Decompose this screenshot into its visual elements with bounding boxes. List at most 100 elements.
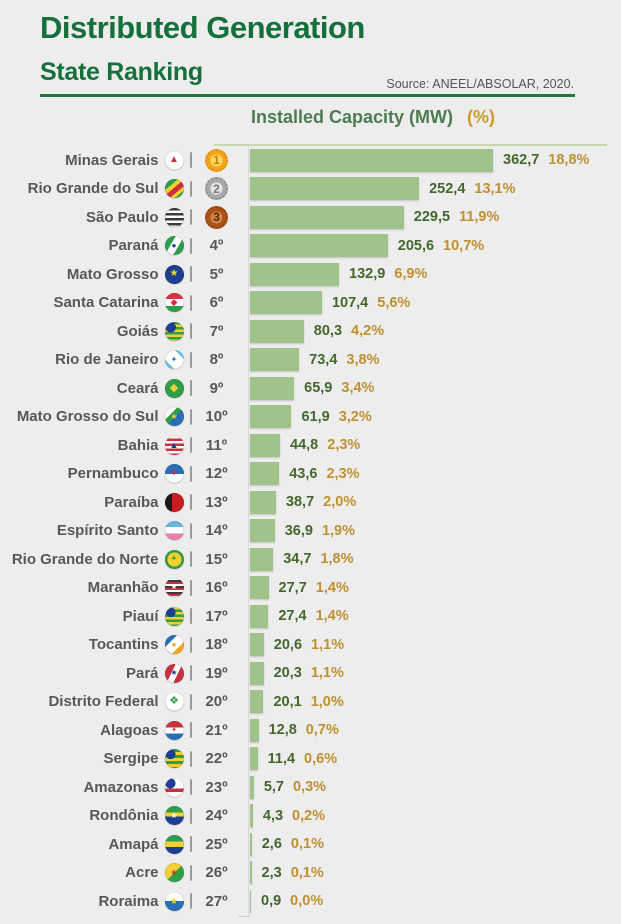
capacity-percent: 0,3%: [292, 779, 327, 796]
bar-area: 2,3 0,1%: [250, 859, 621, 888]
rank-slot: 1: [198, 148, 235, 172]
rank-separator: [189, 351, 192, 368]
state-name: Tocantins: [88, 636, 159, 654]
state-row: Mato Grosso ★ 5º 132,9 6,9%: [0, 260, 621, 289]
capacity-percent: 18,8%: [548, 152, 590, 169]
capacity-percent: 6,9%: [394, 266, 428, 283]
rank-label: 24º: [205, 807, 228, 825]
capacity-value: 5,7: [263, 779, 284, 796]
state-row: Pernambuco +12º 43,6 2,3%: [0, 460, 621, 489]
state-row: Tocantins ● 18º 20,6 1,1%: [0, 631, 621, 660]
capacity-bar: [250, 661, 264, 685]
state-row: Acre ★ 26º 2,3 0,1%: [0, 859, 621, 888]
capacity-bar: [250, 547, 274, 571]
capacity-value: 132,9: [349, 266, 386, 283]
capacity-value: 36,9: [284, 522, 313, 539]
bar-area: 43,6 2,3%: [250, 460, 621, 489]
rank-slot: 4º: [198, 237, 235, 254]
state-name: Amazonas: [83, 778, 159, 796]
state-row: Minas Gerais ▲ 1 362,7 18,8%: [0, 146, 621, 175]
capacity-value: 80,3: [313, 323, 343, 340]
rank-separator: [189, 237, 192, 254]
capacity-value: 65,9: [304, 380, 333, 397]
flag-roraima-icon: ★: [164, 891, 184, 911]
rank-label: 21º: [205, 721, 228, 739]
state-name: Ceará: [116, 379, 159, 397]
state-row-labels: Bahia ▲ 11º: [0, 435, 250, 455]
rank-label: 6º: [209, 294, 224, 312]
rank-slot: 10º: [198, 408, 235, 425]
state-row-labels: Mato Grosso do Sul ★ 10º: [0, 407, 250, 427]
rank-slot: 14º: [198, 522, 235, 539]
rank-separator: [189, 323, 192, 340]
bar-area: 362,7 18,8%: [250, 146, 621, 175]
capacity-percent: 2,0%: [323, 494, 357, 511]
state-row-labels: São Paulo 3: [0, 205, 250, 229]
bar-area: 27,7 1,4%: [250, 574, 621, 603]
capacity-value: 27,7: [278, 579, 307, 596]
state-row: Bahia ▲ 11º 44,8 2,3%: [0, 431, 621, 460]
rank-label: 23º: [205, 778, 228, 796]
rank-label: 13º: [205, 493, 228, 511]
page-subtitle: State Ranking: [40, 58, 203, 86]
capacity-value: 73,4: [309, 351, 338, 368]
rank-label: 15º: [205, 550, 228, 568]
flag-amapa-icon: [164, 834, 184, 854]
state-row: Santa Catarina ◆ 6º 107,4 5,6%: [0, 289, 621, 318]
rank-label: 9º: [209, 379, 224, 397]
state-row: Amazonas 23º 5,7 0,3%: [0, 773, 621, 802]
rank-separator: [189, 807, 192, 824]
capacity-value: 27,4: [278, 608, 307, 625]
capacity-value: 34,7: [283, 551, 312, 568]
state-row-labels: Rio Grande do Norte ✦ 15º: [0, 549, 250, 569]
capacity-bar: [250, 576, 269, 600]
rank-separator: [189, 693, 192, 710]
capacity-percent: 0,2%: [292, 807, 326, 824]
state-ranking-chart: Minas Gerais ▲ 1 362,7 18,8% Rio Grande do Su…: [0, 144, 621, 917]
rank-label: 8º: [209, 351, 224, 369]
capacity-value: 38,7: [285, 494, 315, 511]
state-row: Ceará ◆ 9º 65,9 3,4%: [0, 374, 621, 403]
capacity-value: 20,3: [273, 665, 302, 682]
state-row-labels: Pará ★ 19º: [0, 663, 250, 683]
chart-top-border: [214, 144, 607, 146]
rank-label: 14º: [205, 522, 228, 540]
rank-slot: 20º: [198, 693, 235, 710]
flag-rio-grande-do-sul-icon: [164, 179, 184, 199]
silver-medal-icon: 2: [205, 177, 228, 201]
rank-label: 18º: [205, 636, 228, 654]
capacity-bar: [250, 234, 388, 258]
flag-alagoas-icon: ✦: [164, 720, 184, 740]
capacity-bar: [250, 775, 254, 799]
flag-glyph: ◆: [169, 381, 179, 394]
capacity-percent: 2,3%: [327, 437, 361, 454]
rank-separator: [189, 380, 192, 397]
capacity-percent: 13,1%: [474, 180, 516, 197]
state-row-labels: Espírito Santo 14º: [0, 521, 250, 541]
capacity-bar: [250, 633, 264, 657]
flag-glyph: +: [170, 467, 178, 480]
rank-label: 19º: [205, 664, 228, 682]
bar-area: 36,9 1,9%: [250, 517, 621, 546]
rank-label: 5º: [209, 265, 224, 283]
chart-axis-line: [248, 146, 249, 916]
flag-glyph: ❖: [169, 695, 179, 708]
capacity-value: 362,7: [503, 152, 540, 169]
state-row: Rio Grande do Sul 2 252,4 13,1%: [0, 175, 621, 204]
flag-glyph: ★: [170, 810, 178, 820]
capacity-percent: 1,1%: [310, 665, 344, 682]
capacity-bar: [250, 405, 292, 429]
capacity-bar: [250, 376, 295, 400]
state-name: Roraima: [98, 892, 159, 910]
rank-label: 16º: [205, 579, 228, 597]
rank-slot: 6º: [198, 294, 235, 311]
capacity-value: 2,3: [261, 864, 282, 881]
state-row-labels: Ceará ◆ 9º: [0, 378, 250, 398]
state-row: Piauí 17º 27,4 1,4%: [0, 602, 621, 631]
rank-slot: 8º: [198, 351, 235, 368]
state-row-labels: Paraná ● 4º: [0, 236, 250, 256]
state-name: Amapá: [108, 835, 159, 853]
flag-glyph: ★: [170, 668, 178, 678]
bar-area: 34,7 1,8%: [250, 545, 621, 574]
flag-ceara-icon: ◆: [164, 378, 184, 398]
